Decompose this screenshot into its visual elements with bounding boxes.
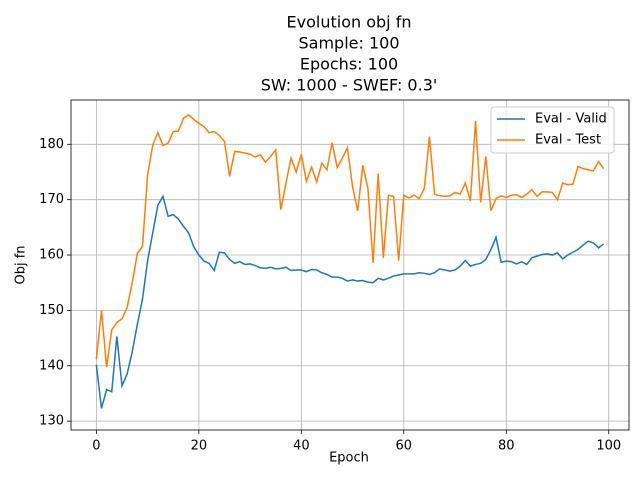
x-tick-label: 100 — [596, 439, 621, 454]
y-axis-label: Obj fn — [14, 245, 29, 284]
legend-label: Eval - Test — [535, 133, 601, 148]
x-tick-label: 40 — [293, 439, 310, 454]
chart-title: Epochs: 100 — [300, 55, 398, 74]
y-tick-label: 150 — [39, 303, 64, 318]
y-tick-label: 130 — [39, 414, 64, 429]
y-tick-label: 160 — [39, 248, 64, 263]
data-line — [95, 194, 605, 409]
y-tick-label: 140 — [39, 358, 64, 373]
chart-title: SW: 1000 - SWEF: 0.3' — [261, 76, 438, 95]
chart-title: Sample: 100 — [298, 34, 399, 53]
legend-label: Eval - Valid — [535, 112, 607, 127]
chart-title: Evolution obj fn — [287, 13, 412, 32]
x-axis-label: Epoch — [329, 451, 369, 466]
x-tick-label: 80 — [498, 439, 515, 454]
x-tick-label: 60 — [396, 439, 413, 454]
x-tick-label: 20 — [191, 439, 208, 454]
plot-frame — [70, 99, 630, 431]
y-tick-label: 180 — [39, 137, 64, 152]
y-tick-label: 170 — [39, 192, 64, 207]
x-tick-label: 0 — [92, 439, 100, 454]
data-line — [95, 114, 605, 367]
